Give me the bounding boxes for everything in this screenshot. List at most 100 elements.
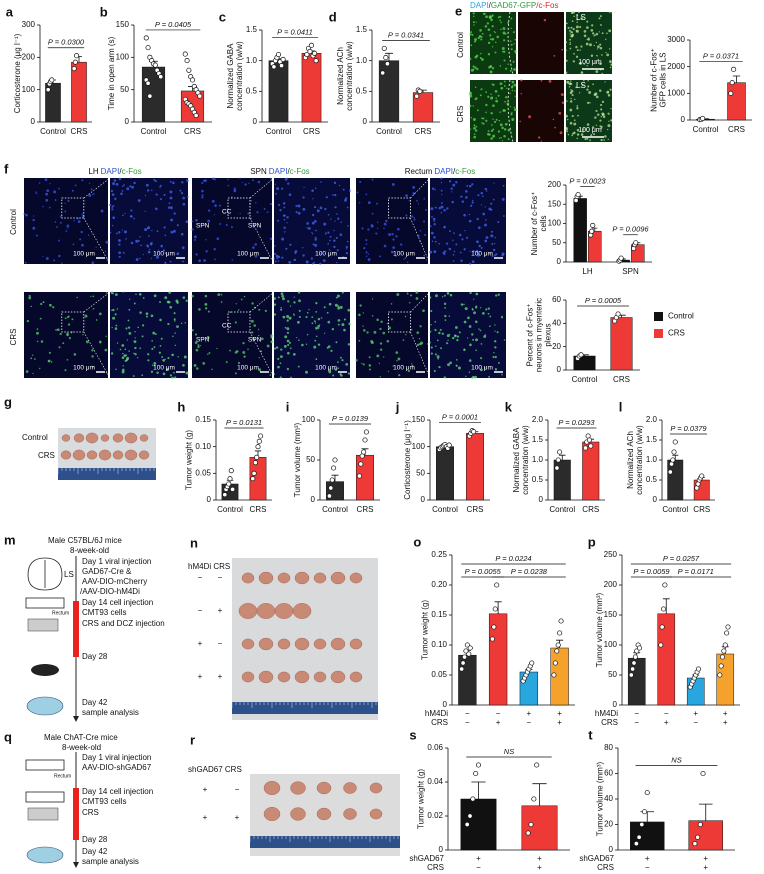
speckle bbox=[337, 367, 339, 370]
speckle bbox=[477, 253, 480, 257]
speckle bbox=[155, 255, 159, 259]
speckle bbox=[295, 204, 298, 208]
speckle bbox=[297, 291, 301, 294]
speckle bbox=[499, 65, 502, 67]
speckle bbox=[134, 331, 136, 333]
speckle bbox=[333, 245, 336, 249]
speckle bbox=[373, 330, 377, 334]
data-point bbox=[74, 53, 80, 59]
speckle bbox=[91, 194, 94, 196]
spn-label: SPN bbox=[196, 223, 210, 230]
speckle bbox=[417, 203, 420, 205]
y-tick-label: 40 bbox=[604, 794, 613, 803]
speckle bbox=[572, 60, 575, 63]
speckle bbox=[172, 335, 174, 338]
speckle bbox=[214, 178, 216, 181]
speckle bbox=[575, 86, 577, 89]
speckle bbox=[319, 206, 323, 210]
speckle bbox=[104, 348, 108, 352]
step: AAV-DIO-mCherry bbox=[82, 577, 147, 586]
speckle bbox=[489, 70, 493, 74]
speckle bbox=[323, 306, 326, 309]
speckle bbox=[601, 32, 604, 35]
speckle bbox=[601, 54, 603, 56]
x-tick-label: Control bbox=[572, 375, 598, 384]
y-axis-label: concentration (w/w) bbox=[345, 41, 354, 111]
speckle bbox=[204, 179, 207, 183]
speckle bbox=[504, 122, 508, 126]
speckle bbox=[386, 339, 390, 343]
micrograph bbox=[274, 292, 350, 378]
speckle bbox=[205, 239, 207, 241]
speckle bbox=[38, 367, 41, 370]
speckle bbox=[81, 179, 84, 182]
speckle bbox=[54, 221, 57, 223]
speckle bbox=[164, 252, 167, 255]
speckle bbox=[98, 312, 102, 316]
speckle bbox=[608, 11, 611, 13]
data-point bbox=[525, 830, 531, 836]
speckle bbox=[24, 261, 27, 264]
speckle bbox=[293, 314, 295, 316]
speckle bbox=[390, 303, 393, 305]
speckle bbox=[609, 88, 612, 91]
speckle bbox=[576, 14, 579, 17]
y-tick-label: 0 bbox=[609, 845, 614, 854]
speckle bbox=[129, 215, 133, 218]
data-point bbox=[467, 645, 473, 651]
speckle bbox=[229, 311, 232, 313]
speckle bbox=[540, 79, 543, 82]
speckle bbox=[575, 45, 578, 49]
speckle bbox=[126, 356, 130, 360]
stain: c-Fos bbox=[290, 167, 310, 176]
speckle bbox=[446, 292, 450, 295]
speckle bbox=[498, 137, 501, 139]
speckle bbox=[283, 206, 286, 209]
speckle bbox=[411, 364, 414, 367]
speckle bbox=[458, 331, 461, 334]
row-label-sign: − bbox=[693, 718, 698, 727]
speckle bbox=[491, 66, 495, 70]
speckle bbox=[482, 312, 485, 315]
speckle bbox=[367, 253, 370, 255]
step: sample analysis bbox=[82, 708, 139, 717]
speckle bbox=[147, 189, 150, 192]
data-point bbox=[534, 762, 540, 768]
speckle bbox=[444, 319, 447, 321]
speckle bbox=[145, 183, 149, 187]
bar bbox=[727, 82, 746, 121]
tumor bbox=[316, 781, 332, 795]
speckle bbox=[469, 94, 473, 98]
speckle bbox=[473, 124, 476, 127]
speckle bbox=[565, 59, 568, 62]
speckle bbox=[330, 349, 333, 352]
speckle bbox=[159, 198, 162, 201]
speckle bbox=[565, 114, 568, 118]
speckle bbox=[108, 203, 112, 207]
speckle bbox=[434, 189, 436, 191]
speckle bbox=[469, 33, 472, 36]
speckle bbox=[332, 194, 334, 196]
speckle bbox=[66, 332, 69, 336]
speckle bbox=[487, 95, 490, 98]
data-point bbox=[189, 77, 196, 83]
speckle bbox=[503, 50, 506, 53]
speckle bbox=[311, 316, 314, 319]
speckle bbox=[67, 227, 69, 229]
speckle bbox=[490, 93, 492, 96]
row-label-sign: − bbox=[527, 718, 532, 727]
speckle bbox=[464, 230, 466, 232]
speckle bbox=[213, 214, 215, 216]
speckle bbox=[91, 349, 94, 352]
speckle bbox=[433, 250, 437, 254]
speckle bbox=[150, 370, 154, 373]
y-tick-label: 0 bbox=[443, 700, 448, 709]
speckle bbox=[412, 185, 416, 189]
e-channels: DAPI/GAD67-GFP/c-Fos bbox=[470, 1, 558, 10]
speckle bbox=[173, 229, 176, 233]
speckle bbox=[201, 181, 204, 185]
speckle bbox=[306, 227, 308, 229]
speckle bbox=[105, 335, 107, 338]
speckle bbox=[208, 351, 211, 354]
speckle bbox=[345, 251, 349, 255]
